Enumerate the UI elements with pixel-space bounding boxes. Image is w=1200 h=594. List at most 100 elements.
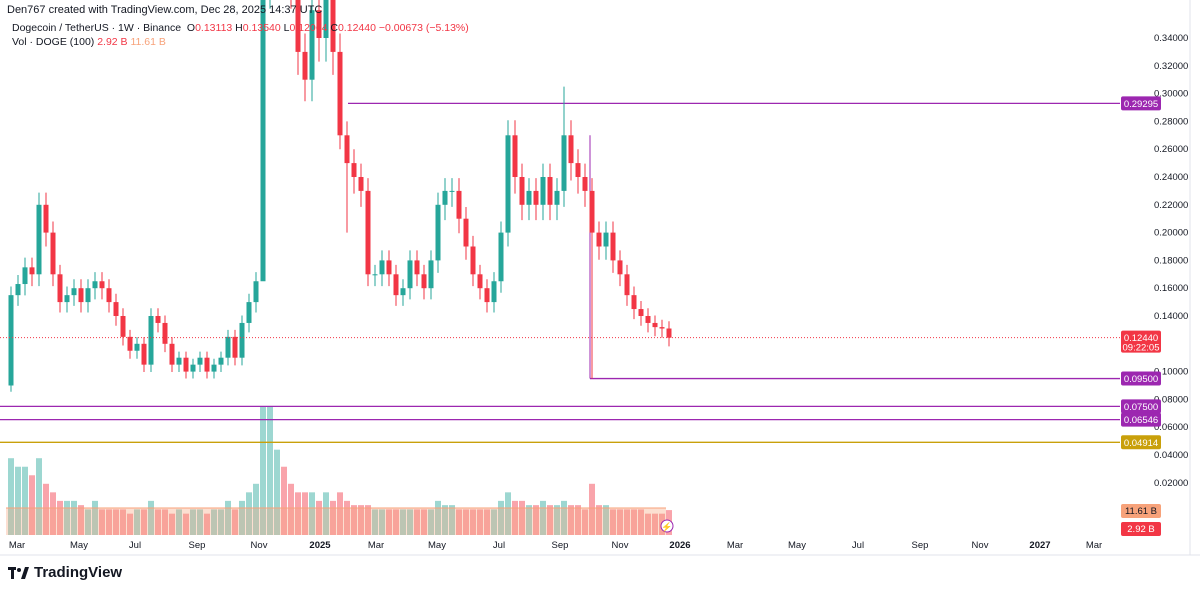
volume-bar (379, 509, 385, 535)
candle-body (554, 190, 560, 205)
level-price-tag (1121, 96, 1161, 111)
volume-bar (365, 505, 371, 535)
time-tick-label: 2027 (1029, 540, 1050, 551)
candle-body (330, 0, 336, 52)
candle-body (8, 295, 14, 386)
volume-bar (309, 492, 315, 535)
last-price-label: 0.12440 (1124, 333, 1158, 344)
level-price-tag (1121, 371, 1161, 386)
candle-body (498, 232, 504, 282)
candle-body (379, 260, 385, 275)
candle-body (351, 163, 357, 177)
candle-body (260, 0, 266, 282)
candle-body (176, 357, 182, 365)
volume-bar (512, 500, 518, 535)
time-tick-label: May (788, 540, 806, 551)
time-tick-label: Jul (129, 540, 141, 551)
volume-bar (456, 509, 462, 535)
volume-bar (358, 505, 364, 535)
price-tick-label: 0.32000 (1154, 61, 1188, 72)
candle-body (603, 232, 609, 247)
volume-bar (211, 509, 217, 535)
candle-body (610, 232, 616, 261)
candle-body (358, 177, 364, 191)
volume-bar (162, 509, 168, 535)
price-tick-label: 0.28000 (1154, 116, 1188, 127)
volume-bar (491, 509, 497, 535)
candle-body (617, 260, 623, 275)
volume-bar (288, 483, 294, 535)
volume-bar (120, 509, 126, 535)
volume-bar (372, 509, 378, 535)
time-tick-label: Sep (552, 540, 569, 551)
last-price-tag (1121, 330, 1161, 353)
volume-tag-label: 2.92 B (1127, 524, 1154, 535)
volume-bar (36, 458, 42, 535)
volume-bar (43, 483, 49, 535)
candle-body (533, 190, 539, 205)
volume-bar (498, 500, 504, 535)
level-price-label: 0.07500 (1124, 402, 1158, 413)
volume-label[interactable]: Vol · DOGE (100) (12, 36, 95, 48)
volume-bar (505, 492, 511, 535)
candle-body (309, 10, 315, 80)
volume-bar (645, 513, 651, 535)
candle-body (316, 10, 322, 38)
candle-body (435, 204, 441, 261)
volume-bar (302, 492, 308, 535)
volume-bar (148, 500, 154, 535)
candle-body (428, 260, 434, 289)
candle-body (372, 274, 378, 276)
candle-body (183, 357, 189, 372)
volume-bar (624, 509, 630, 535)
volume-bar (526, 505, 532, 535)
volume-bar (638, 509, 644, 535)
tradingview-logo: TradingView (8, 564, 122, 581)
volume-bar (596, 505, 602, 535)
candle-body (421, 274, 427, 289)
volume-bar (253, 483, 259, 535)
volume-bar (316, 500, 322, 535)
time-tick-label: Mar (727, 540, 743, 551)
high-value: 0.13540 (242, 22, 281, 34)
price-tick-label: 0.34000 (1154, 33, 1188, 44)
volume-bar (113, 509, 119, 535)
candle-body (400, 288, 406, 296)
volume-bar (421, 509, 427, 535)
ohlc-legend: Dogecoin / TetherUS · 1W · Binance O0.13… (12, 22, 469, 34)
volume-ma-tag-label: 11.61 B (1125, 506, 1157, 517)
volume-bar (540, 500, 546, 535)
volume-bar (197, 509, 203, 535)
price-tick-label: 0.02000 (1154, 478, 1188, 489)
candle-body (127, 336, 133, 351)
candle-body (197, 357, 203, 365)
candle-body (120, 316, 126, 337)
candle-body (36, 204, 42, 275)
level-price-tag (1121, 412, 1161, 427)
volume-bar (176, 509, 182, 535)
time-tick-label: Mar (9, 540, 25, 551)
volume-bar (169, 513, 175, 535)
candle-body (134, 343, 140, 351)
candle-body (491, 281, 497, 303)
candle-body (477, 274, 483, 289)
candle-body (463, 218, 469, 247)
symbol-title[interactable]: Dogecoin / TetherUS · 1W · Binance (12, 22, 182, 34)
volume-bar (351, 505, 357, 535)
volume-bar (470, 509, 476, 535)
volume-bar (22, 466, 28, 535)
candle-body (225, 336, 231, 358)
candle-body (162, 322, 168, 344)
volume-bar (92, 500, 98, 535)
candle-body (456, 190, 462, 219)
volume-bar (568, 505, 574, 535)
level-price-tag (1121, 435, 1161, 450)
open-value: 0.13113 (195, 22, 233, 34)
volume-bar (386, 509, 392, 535)
change-value: −0.00673 (−5.13%) (378, 22, 469, 34)
lightning-icon (660, 519, 674, 533)
candle-body (211, 364, 217, 372)
candle-body (449, 190, 455, 192)
